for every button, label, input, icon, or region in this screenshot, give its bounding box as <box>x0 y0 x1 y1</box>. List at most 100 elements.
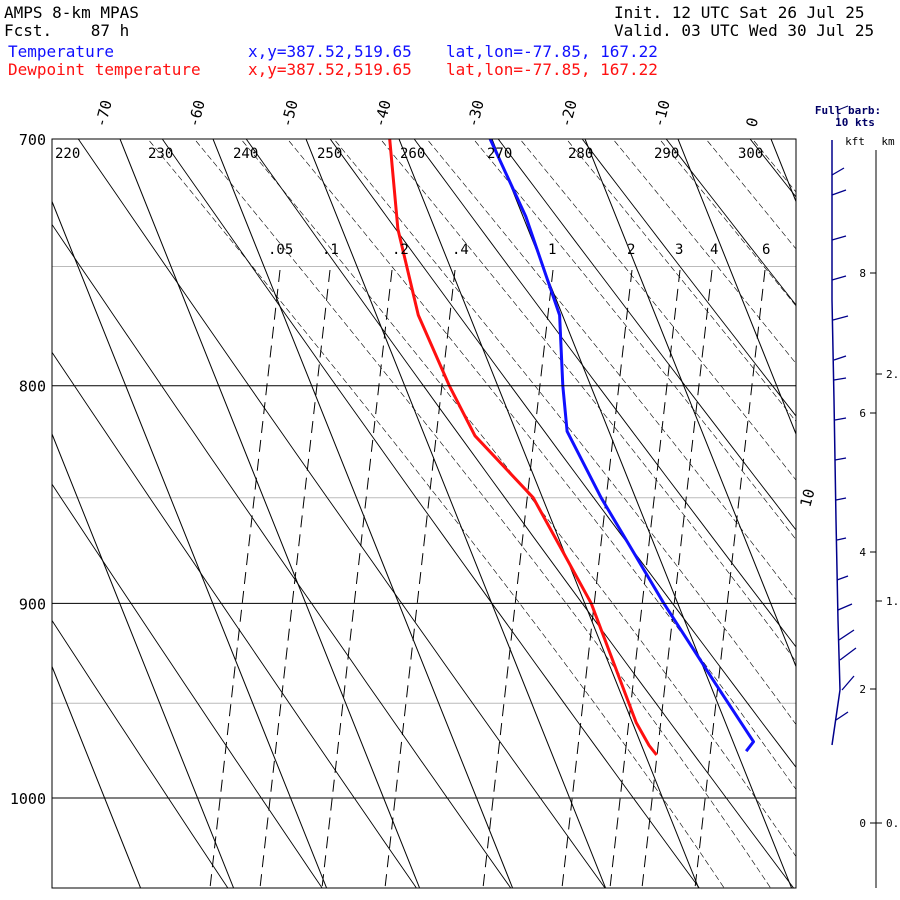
isotherm-label-extra: 10 <box>796 487 818 509</box>
isotherm <box>677 139 796 436</box>
mixing-ratio-label: 1 <box>548 242 556 258</box>
kft-tick-label: 6 <box>859 407 866 420</box>
km-tick-label: 2. <box>886 368 899 381</box>
wind-barb <box>833 377 847 381</box>
forecast-value: 87 h <box>90 21 130 40</box>
mixing-ratio-line <box>694 269 766 888</box>
dry-adiabat <box>413 139 796 648</box>
km-axis-label: km <box>881 135 895 148</box>
dry-adiabat <box>161 139 700 888</box>
moist-adiabat <box>473 139 796 541</box>
wind-barb <box>831 235 847 241</box>
theta-label: 290 <box>654 146 679 162</box>
kft-tick-label: 0 <box>859 817 866 830</box>
isotherm-label: -60 <box>184 98 208 129</box>
wind-barb <box>837 603 853 611</box>
pressure-tick-label: 800 <box>19 378 46 396</box>
isotherm-label: -50 <box>277 98 301 129</box>
moist-adiabat <box>333 139 796 726</box>
dry-adiabat <box>665 139 796 306</box>
moist-adiabat <box>194 139 771 888</box>
wind-barb <box>834 417 847 421</box>
dry-adiabat <box>52 351 417 888</box>
theta-label: 250 <box>317 146 342 162</box>
wind-barb <box>839 647 857 661</box>
mixing-ratio-label: 4 <box>710 242 718 258</box>
km-tick-label: 0. <box>886 817 899 830</box>
kft-tick-label: 8 <box>859 267 866 280</box>
moist-adiabat <box>380 139 796 662</box>
axis-labels: 700 800 900 1000 -70 -60 -50 -40 -30 -20 -10 0 10 220… <box>10 98 819 808</box>
mixing-ratio-line <box>641 269 713 888</box>
dry-adiabat <box>52 619 229 888</box>
isotherm-label: -20 <box>556 98 580 129</box>
wind-barb <box>832 315 849 321</box>
isotherm <box>212 139 514 888</box>
background-lines <box>0 85 900 900</box>
valid-time: Valid. 03 UTC Wed 30 Jul 25 <box>614 21 875 40</box>
isotherm-label: -30 <box>463 98 487 129</box>
dry-adiabat <box>497 139 796 531</box>
wind-barb <box>836 537 847 541</box>
mixing-ratio-label: .4 <box>452 242 469 258</box>
isotherm <box>119 139 421 888</box>
wind-barb <box>835 711 849 721</box>
kft-tick-label: 4 <box>859 546 866 559</box>
wind-legend-label: Full barb: <box>815 104 881 117</box>
mixing-ratio-label: 6 <box>762 242 770 258</box>
isotherm <box>770 139 796 203</box>
isotherm <box>52 432 235 888</box>
mixing-ratio-line <box>321 269 393 888</box>
moist-adiabat <box>659 139 796 307</box>
moist-adiabat <box>519 139 796 481</box>
wind-staff <box>831 140 841 746</box>
wind-barb <box>838 629 855 641</box>
isotherm <box>305 139 607 888</box>
kft-tick-label: 2 <box>859 683 866 696</box>
wind-barb <box>836 575 849 581</box>
dry-adiabat <box>52 223 512 888</box>
mixing-ratio-label: 2 <box>627 242 635 258</box>
isotherm <box>52 200 328 888</box>
isotherm <box>398 139 700 888</box>
forecast-label: Fcst. <box>4 21 53 40</box>
temperature-latlon: lat,lon=-77.85, 167.22 <box>446 42 658 61</box>
kft-axis-label: kft <box>845 135 865 148</box>
legend-barb <box>837 105 849 111</box>
theta-label: 300 <box>738 146 763 162</box>
moist-adiabat <box>147 139 725 888</box>
theta-label: 220 <box>55 146 80 162</box>
pressure-tick-label: 1000 <box>10 790 46 808</box>
moist-adiabat <box>240 139 796 858</box>
mixing-ratio-line <box>209 269 281 888</box>
isotherm <box>0 109 48 888</box>
dewpoint-legend: Dewpoint temperature <box>8 60 201 79</box>
theta-label: 280 <box>568 146 593 162</box>
isotherm-label: -40 <box>370 98 394 129</box>
dry-adiabat <box>581 139 796 417</box>
theta-label: 240 <box>233 146 258 162</box>
km-tick-label: 1. <box>886 595 899 608</box>
init-time: Init. 12 UTC Sat 26 Jul 25 <box>614 3 865 22</box>
isotherm <box>584 139 796 668</box>
dewpoint-xy: x,y=387.52,519.65 <box>248 60 412 79</box>
wind-barb <box>831 167 845 176</box>
mixing-ratio-line <box>609 269 681 888</box>
theta-label: 270 <box>487 146 512 162</box>
moist-adiabat <box>612 139 796 364</box>
mixing-ratio-label: .2 <box>392 242 409 258</box>
temperature-legend: Temperature <box>8 42 114 61</box>
moist-adiabat <box>705 139 796 250</box>
wind-barb <box>834 457 847 461</box>
wind-barb <box>831 275 847 281</box>
profile-lines <box>388 139 755 756</box>
wind-barb <box>841 675 855 691</box>
moist-adiabat <box>566 139 796 422</box>
wind-barb <box>833 355 847 361</box>
theta-label: 230 <box>148 146 173 162</box>
wind-legend-units: 10 kts <box>835 116 875 129</box>
dry-adiabat <box>52 483 323 888</box>
mixing-ratio-line <box>561 269 633 888</box>
mixing-ratio-line <box>482 269 554 888</box>
moist-adiabat <box>755 85 900 900</box>
